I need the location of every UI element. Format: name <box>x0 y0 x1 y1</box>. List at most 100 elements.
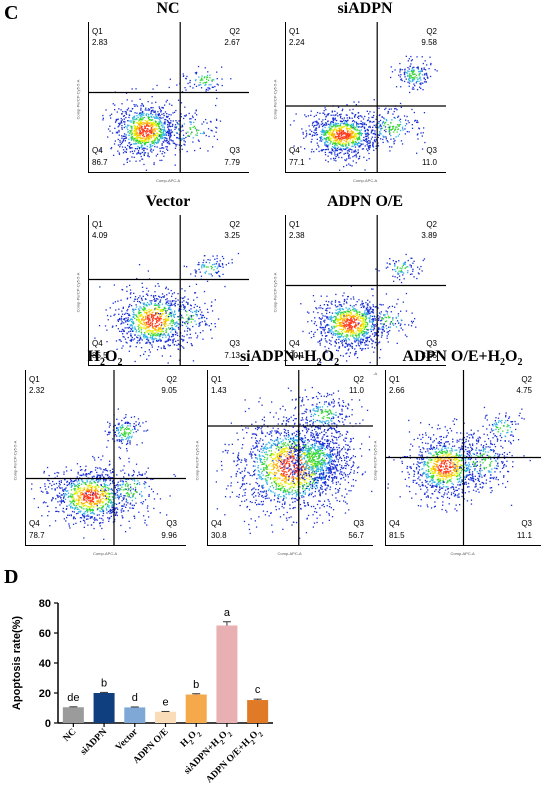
event-dot <box>365 314 366 315</box>
event-dot <box>319 340 320 341</box>
event-dot <box>350 305 351 306</box>
event-dot <box>339 125 340 126</box>
event-dot <box>385 317 386 318</box>
event-dot <box>171 316 172 317</box>
event-dot <box>339 130 340 131</box>
event-dot <box>346 318 347 319</box>
event-dot <box>344 149 345 150</box>
event-dot <box>207 259 208 260</box>
event-dot <box>169 301 170 302</box>
event-dot <box>181 102 182 103</box>
event-dot <box>340 121 341 122</box>
event-dot <box>399 276 400 277</box>
event-dot <box>130 346 131 347</box>
event-dot <box>392 323 393 324</box>
event-dot <box>171 129 172 130</box>
event-dot <box>367 340 368 341</box>
event-dot <box>324 142 325 143</box>
event-dot <box>366 160 367 161</box>
event-dot <box>336 313 337 314</box>
event-dot <box>307 321 308 322</box>
event-dot <box>168 335 169 336</box>
event-dot <box>166 304 167 305</box>
event-dot <box>328 144 329 145</box>
event-dot <box>413 79 414 80</box>
event-dot <box>139 128 140 129</box>
event-dot <box>198 76 199 77</box>
event-dot <box>424 69 425 70</box>
event-dot <box>149 130 150 131</box>
event-dot <box>402 274 403 275</box>
event-dot <box>116 119 117 120</box>
event-dot <box>365 136 366 137</box>
event-dot <box>343 123 344 124</box>
event-dot <box>385 129 386 130</box>
event-dot <box>159 115 160 116</box>
event-dot <box>61 499 62 500</box>
event-dot <box>158 296 159 297</box>
event-dot <box>206 266 207 267</box>
event-dot <box>149 304 150 305</box>
event-dot <box>400 325 401 326</box>
event-dot <box>424 77 425 78</box>
event-dot <box>340 341 341 342</box>
event-dot <box>343 166 344 167</box>
event-dot <box>339 170 340 171</box>
event-dot <box>367 310 368 311</box>
event-dot <box>412 313 413 314</box>
event-dot <box>183 309 184 310</box>
event-dot <box>174 129 175 130</box>
event-dot <box>150 322 151 323</box>
event-dot <box>211 274 212 275</box>
event-dot <box>127 324 128 325</box>
event-dot <box>360 341 361 342</box>
event-dot <box>350 325 351 326</box>
event-dot <box>393 141 394 142</box>
event-dot <box>159 148 160 149</box>
event-dot <box>342 321 343 322</box>
event-dot <box>94 517 95 518</box>
event-dot <box>185 89 186 90</box>
event-dot <box>129 120 130 121</box>
event-dot <box>333 135 334 136</box>
event-dot <box>102 522 103 523</box>
event-dot <box>365 302 366 303</box>
event-dot <box>393 325 394 326</box>
event-dot <box>186 76 187 77</box>
event-dot <box>93 528 94 529</box>
event-dot <box>183 340 184 341</box>
event-dot <box>162 153 163 154</box>
event-dot <box>148 270 149 271</box>
event-dot <box>314 317 315 318</box>
event-dot <box>164 307 165 308</box>
event-dot <box>346 334 347 335</box>
event-dot <box>111 516 112 517</box>
event-dot <box>375 134 376 135</box>
event-dot <box>316 115 317 116</box>
event-dot <box>144 309 145 310</box>
event-dot <box>198 140 199 141</box>
event-dot <box>389 330 390 331</box>
event-dot <box>60 484 61 485</box>
event-dot <box>321 324 322 325</box>
event-dot <box>405 120 406 121</box>
event-dot <box>202 79 203 80</box>
event-dot <box>189 310 190 311</box>
event-dot <box>338 311 339 312</box>
event-dot <box>348 145 349 146</box>
event-dot <box>326 317 327 318</box>
event-dot <box>349 109 350 110</box>
event-dot <box>338 320 339 321</box>
event-dot <box>186 133 187 134</box>
event-dot <box>407 272 408 273</box>
event-dot <box>188 299 189 300</box>
event-dot <box>420 266 421 267</box>
event-dot <box>328 138 329 139</box>
event-dot <box>109 126 110 127</box>
event-dot <box>81 499 82 500</box>
event-dot <box>339 329 340 330</box>
event-dot <box>317 143 318 144</box>
event-dot <box>128 317 129 318</box>
event-dot <box>190 311 191 312</box>
event-dot <box>183 297 184 298</box>
